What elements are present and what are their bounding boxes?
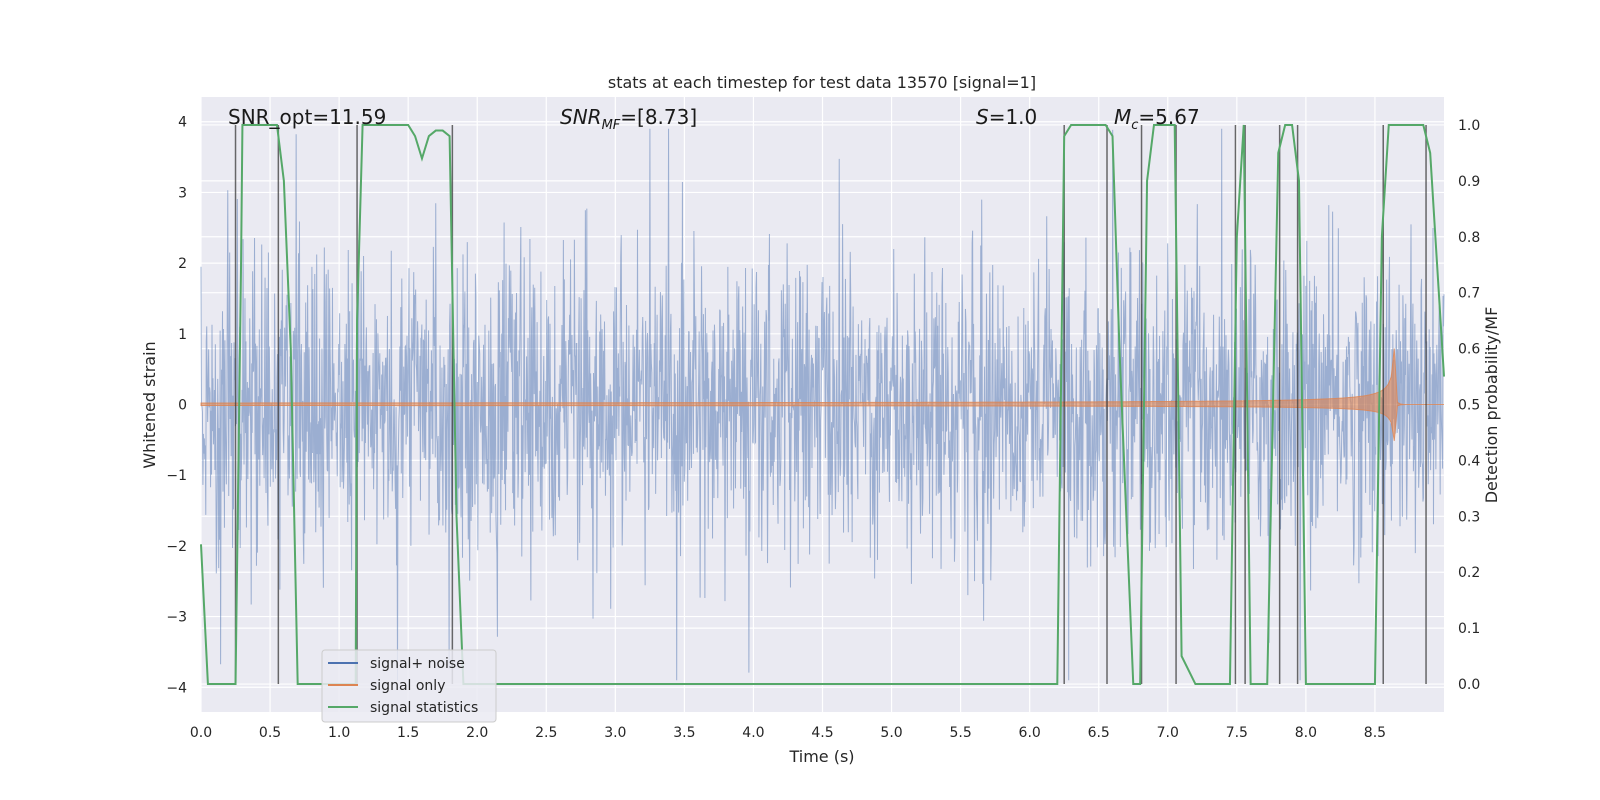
annotation-mc: Mc=5.67 xyxy=(1114,105,1200,133)
annotation-s: S=1.0 xyxy=(976,105,1037,129)
x-tick-label: 2.5 xyxy=(535,725,557,741)
x-tick-label: 5.5 xyxy=(949,725,971,741)
x-tick-label: 4.0 xyxy=(742,725,764,741)
x-tick-label: 2.0 xyxy=(466,725,488,741)
chirp-layer xyxy=(200,348,1444,441)
y-left-tick-label: 4 xyxy=(178,115,187,131)
x-tick-label: 4.5 xyxy=(811,725,833,741)
y-right-tick-label: 0.2 xyxy=(1458,565,1480,581)
y-right-tick-label: 0.4 xyxy=(1458,453,1480,469)
x-tick-label: 7.0 xyxy=(1157,725,1179,741)
y-right-tick-label: 0.0 xyxy=(1458,677,1480,693)
y-axis-left-label: Whitened strain xyxy=(140,341,159,468)
x-tick-label: 8.0 xyxy=(1295,725,1317,741)
y-left-tick-label: 2 xyxy=(178,256,187,272)
legend: signal+ noise signal only signal statist… xyxy=(321,649,497,723)
x-tick-label: 5.0 xyxy=(880,725,902,741)
x-tick-label: 1.0 xyxy=(328,725,350,741)
y-left-tick-label: −4 xyxy=(166,680,187,696)
y-right-tick-label: 0.3 xyxy=(1458,509,1480,525)
x-tick-labels: 0.0 0.5 1.0 1.5 2.0 2.5 3.0 3.5 4.0 4.5 5.0 5.5 6.0 6… xyxy=(190,725,1386,741)
noise-series-line xyxy=(200,128,1445,681)
y-right-tick-label: 0.8 xyxy=(1458,230,1480,246)
legend-label-signal: signal only xyxy=(370,678,445,694)
y-right-tick-label: 0.7 xyxy=(1458,286,1480,302)
annotation-mc-label: M xyxy=(1114,105,1131,129)
x-tick-label: 7.5 xyxy=(1226,725,1248,741)
annotation-mc-sub: c xyxy=(1131,118,1138,133)
y-right-tick-label: 0.9 xyxy=(1458,174,1480,190)
annotation-snr-opt: SNR_opt=11.59 xyxy=(228,105,386,129)
annotation-snr-mf: SNRMF=[8.73] xyxy=(560,105,697,133)
annotation-snr-mf-label: SNR xyxy=(560,105,602,129)
y-right-tick-label: 0.6 xyxy=(1458,342,1480,358)
x-tick-label: 6.5 xyxy=(1088,725,1110,741)
signal-only-envelope xyxy=(200,348,1444,441)
y-left-tick-label: 1 xyxy=(178,327,187,343)
legend-label-noise: signal+ noise xyxy=(370,656,465,672)
y-left-tick-labels: 4 3 2 1 0 −1 −2 −3 −4 xyxy=(166,115,187,697)
x-tick-label: 1.5 xyxy=(397,725,419,741)
annotation-snr-mf-sub: MF xyxy=(602,118,621,133)
noise-layer xyxy=(200,128,1445,681)
y-left-tick-label: 3 xyxy=(178,185,187,201)
x-tick-label: 0.0 xyxy=(190,725,212,741)
y-right-tick-label: 0.1 xyxy=(1458,621,1480,637)
y-left-tick-label: −2 xyxy=(166,539,187,555)
y-left-tick-label: −1 xyxy=(166,468,187,484)
x-tick-label: 8.5 xyxy=(1364,725,1386,741)
annotation-snr-mf-value: =[8.73] xyxy=(620,105,697,129)
legend-label-statistics: signal statistics xyxy=(370,700,478,716)
x-tick-label: 3.5 xyxy=(673,725,695,741)
annotation-s-value: =1.0 xyxy=(989,105,1038,129)
x-tick-label: 0.5 xyxy=(259,725,281,741)
y-left-tick-label: −3 xyxy=(166,610,187,626)
y-axis-right-label: Detection probability/MF xyxy=(1482,307,1501,504)
y-right-tick-labels: 1.0 0.9 0.8 0.7 0.6 0.5 0.4 0.3 0.2 0.1 0.0 xyxy=(1458,118,1480,693)
x-tick-label: 3.0 xyxy=(604,725,626,741)
y-right-tick-label: 0.5 xyxy=(1458,398,1480,414)
annotation-mc-value: =5.67 xyxy=(1138,105,1199,129)
x-axis-label: Time (s) xyxy=(788,747,854,766)
annotation-s-label: S xyxy=(976,105,989,129)
y-right-tick-label: 1.0 xyxy=(1458,118,1480,134)
chart-title: stats at each timestep for test data 135… xyxy=(608,73,1036,92)
legend-box xyxy=(321,649,497,723)
x-tick-label: 6.0 xyxy=(1019,725,1041,741)
y-left-tick-label: 0 xyxy=(178,398,187,414)
